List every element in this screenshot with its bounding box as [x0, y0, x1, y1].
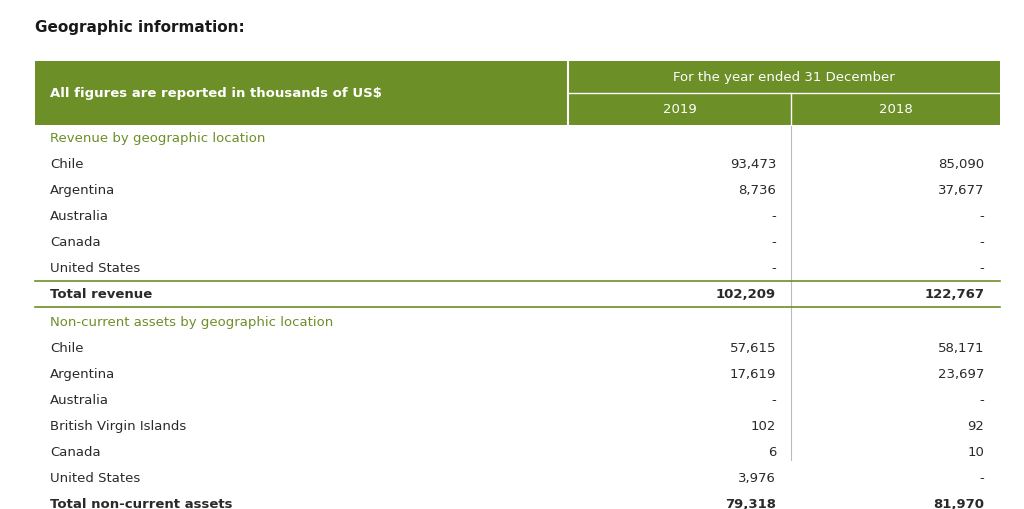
Text: 102: 102 [751, 420, 776, 433]
Text: Canada: Canada [50, 446, 100, 459]
Text: 2018: 2018 [879, 103, 912, 116]
Text: -: - [771, 236, 776, 249]
Text: Non-current assets by geographic location: Non-current assets by geographic locatio… [50, 316, 333, 329]
Text: United States: United States [50, 262, 140, 275]
Text: United States: United States [50, 472, 140, 485]
Text: -: - [980, 472, 984, 485]
Text: 3,976: 3,976 [738, 472, 776, 485]
Text: -: - [771, 262, 776, 275]
Text: For the year ended 31 December: For the year ended 31 December [673, 71, 895, 83]
Text: Total non-current assets: Total non-current assets [50, 498, 232, 509]
Text: 37,677: 37,677 [938, 184, 984, 196]
Text: 6: 6 [768, 446, 776, 459]
Text: 17,619: 17,619 [730, 368, 776, 381]
Text: 102,209: 102,209 [716, 288, 776, 301]
Text: -: - [980, 236, 984, 249]
Text: -: - [980, 210, 984, 222]
Text: Canada: Canada [50, 236, 100, 249]
Text: 93,473: 93,473 [730, 158, 776, 171]
Text: 122,767: 122,767 [925, 288, 984, 301]
Text: Argentina: Argentina [50, 368, 115, 381]
Text: -: - [771, 394, 776, 407]
Text: Chile: Chile [50, 158, 83, 171]
Text: Chile: Chile [50, 342, 83, 355]
Text: All figures are reported in thousands of US$: All figures are reported in thousands of… [50, 87, 382, 100]
Text: Revenue by geographic location: Revenue by geographic location [50, 132, 265, 145]
Text: Australia: Australia [50, 210, 109, 222]
FancyBboxPatch shape [35, 61, 999, 125]
Text: 79,318: 79,318 [725, 498, 776, 509]
Text: 92: 92 [968, 420, 984, 433]
Text: Argentina: Argentina [50, 184, 115, 196]
Text: 57,615: 57,615 [729, 342, 776, 355]
Text: 58,171: 58,171 [938, 342, 984, 355]
Text: 23,697: 23,697 [938, 368, 984, 381]
Text: Geographic information:: Geographic information: [35, 20, 245, 35]
Text: British Virgin Islands: British Virgin Islands [50, 420, 186, 433]
Text: -: - [980, 262, 984, 275]
Text: 10: 10 [968, 446, 984, 459]
Text: Total revenue: Total revenue [50, 288, 153, 301]
Text: -: - [980, 394, 984, 407]
Text: 2019: 2019 [663, 103, 696, 116]
Text: -: - [771, 210, 776, 222]
Text: Australia: Australia [50, 394, 109, 407]
Text: 8,736: 8,736 [738, 184, 776, 196]
Text: 85,090: 85,090 [938, 158, 984, 171]
Text: 81,970: 81,970 [933, 498, 984, 509]
